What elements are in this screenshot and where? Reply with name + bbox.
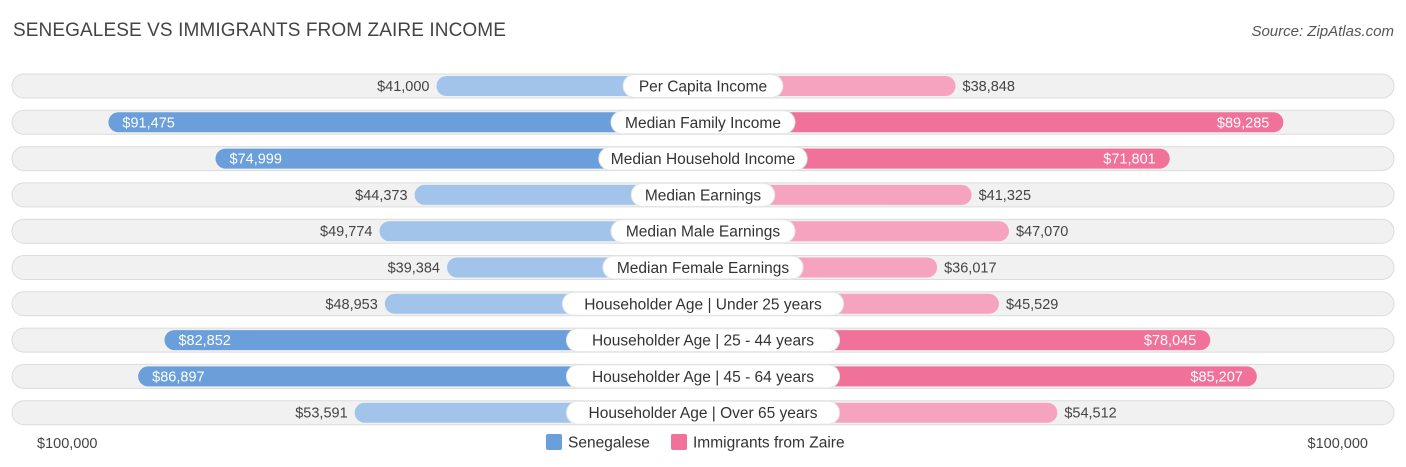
bar-senegalese[interactable] [138,366,703,387]
category-label: Householder Age | Under 25 years [584,296,822,313]
legend-swatch-senegalese [546,434,562,450]
value-label-immigrants-zaire: $41,325 [979,188,1031,204]
value-label-senegalese: $86,897 [152,369,204,385]
chart-title: SENEGALESE VS IMMIGRANTS FROM ZAIRE INCO… [13,20,506,41]
bar-immigrants-zaire[interactable] [703,366,1257,387]
category-pill [602,255,804,280]
axis-label-left: $100,000 [37,436,97,452]
category-pill [565,400,841,425]
bar-senegalese[interactable] [108,112,704,133]
category-label: Householder Age | Over 65 years [589,405,818,422]
category-label: Median Family Income [625,115,781,132]
category-label: Per Capita Income [639,79,767,96]
category-label: Median Female Earnings [617,260,790,277]
value-label-immigrants-zaire: $54,512 [1064,406,1116,422]
value-label-immigrants-zaire: $71,801 [1103,152,1155,168]
category-pill [565,328,841,353]
bar-senegalese[interactable] [215,148,703,169]
bar-immigrants-zaire[interactable] [703,148,1170,169]
value-label-senegalese: $91,475 [122,115,174,131]
category-pill [610,110,796,135]
source-note: Source: ZipAtlas.com [1251,23,1394,40]
value-label-senegalese: $49,774 [320,224,372,240]
value-label-immigrants-zaire: $47,070 [1016,224,1068,240]
value-label-immigrants-zaire: $36,017 [944,261,996,277]
value-label-immigrants-zaire: $89,285 [1217,115,1269,131]
category-pill [622,74,784,98]
value-label-immigrants-zaire: $38,848 [963,79,1015,95]
value-label-senegalese: $39,384 [388,261,440,277]
category-label: Householder Age | 45 - 64 years [592,369,814,386]
category-label: Median Earnings [645,187,762,204]
category-pill [630,182,776,207]
legend-swatch-immigrants-zaire [671,434,687,450]
category-pill [561,291,845,316]
legend-label-senegalese: Senegalese [568,435,650,452]
value-label-immigrants-zaire: $45,529 [1006,297,1058,313]
value-label-senegalese: $48,953 [325,297,377,313]
category-pill [610,219,796,244]
legend-label-immigrants-zaire: Immigrants from Zaire [693,435,845,452]
value-label-senegalese: $41,000 [377,79,429,95]
bar-senegalese[interactable] [414,184,703,205]
value-label-immigrants-zaire: $85,207 [1190,369,1242,385]
value-label-immigrants-zaire: $78,045 [1144,333,1196,349]
category-pill [598,146,808,171]
category-label: Median Male Earnings [626,224,780,241]
category-label: Median Household Income [611,151,795,168]
category-label: Householder Age | 25 - 44 years [592,333,814,350]
value-label-senegalese: $82,852 [178,333,230,349]
value-label-senegalese: $53,591 [295,406,347,422]
value-label-senegalese: $44,373 [355,188,407,204]
bar-immigrants-zaire[interactable] [703,112,1284,133]
axis-label-right: $100,000 [1308,436,1368,452]
category-pill [565,364,841,389]
value-label-senegalese: $74,999 [230,152,282,168]
